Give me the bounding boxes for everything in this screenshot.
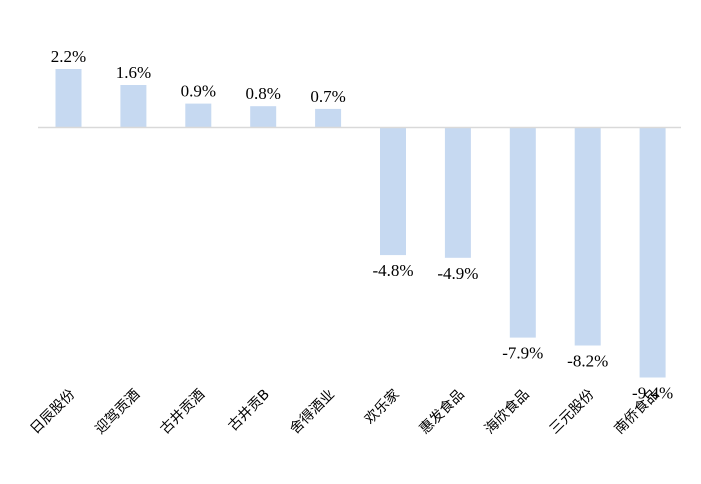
value-label-3: 0.9% (181, 82, 216, 101)
value-label-1: 2.2% (51, 47, 86, 66)
value-label-5: 0.7% (310, 87, 345, 106)
bar-10 (639, 127, 666, 378)
bar-1 (55, 69, 82, 128)
bar-9 (574, 127, 601, 346)
category-label-7: 惠发食品 (416, 386, 468, 438)
value-labels-group: 2.2% 1.6% 0.9% 0.8% 0.7% -4.8% -4.9% -7.9% -8.2%… (51, 47, 673, 403)
bars-group (55, 69, 666, 378)
value-label-8: -7.9% (502, 344, 543, 363)
category-label-2: 迎驾贡酒 (92, 387, 143, 438)
category-label-5: 舍得酒业 (286, 386, 338, 438)
value-label-2: 1.6% (116, 63, 151, 82)
category-label-8: 海欣食品 (481, 386, 533, 438)
bar-4 (250, 106, 277, 128)
category-label-4: 古井贡B (225, 387, 273, 435)
category-labels-group: 日辰股份 迎驾贡酒 古井贡酒 古井贡B 舍得酒业 欢乐家 惠发食品 海欣食品 三元股份 南侨食品 (27, 386, 662, 438)
bar-5 (315, 108, 342, 128)
bar-2 (120, 85, 147, 128)
category-label-3: 古井贡酒 (157, 387, 208, 438)
category-label-9: 三元股份 (547, 387, 598, 438)
category-label-1: 日辰股份 (27, 387, 78, 438)
category-label-6: 欢乐家 (361, 386, 403, 428)
value-label-6: -4.8% (372, 261, 413, 280)
value-label-9: -8.2% (567, 352, 608, 371)
value-label-10: -9.4% (632, 384, 673, 403)
bar-6 (380, 127, 406, 256)
bar-3 (185, 103, 212, 128)
bar-7 (444, 127, 471, 258)
value-label-7: -4.9% (437, 264, 478, 283)
bar-8 (509, 127, 536, 338)
value-label-4: 0.8% (245, 84, 280, 103)
